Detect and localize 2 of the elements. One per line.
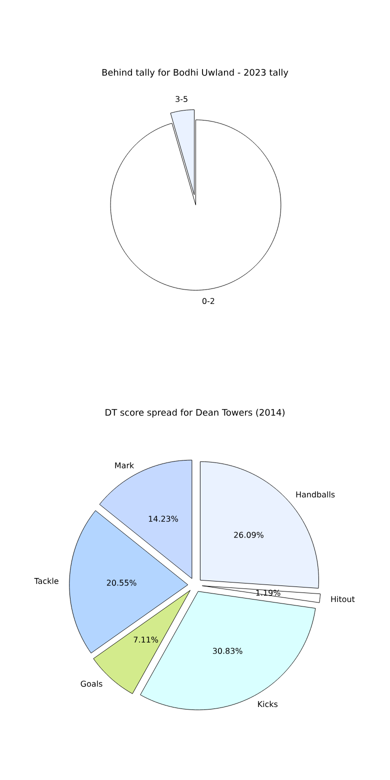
chart-title: Behind tally for Bodhi Uwland - 2023 tally — [102, 68, 288, 78]
chart-title: DT score spread for Dean Towers (2014) — [106, 408, 284, 418]
